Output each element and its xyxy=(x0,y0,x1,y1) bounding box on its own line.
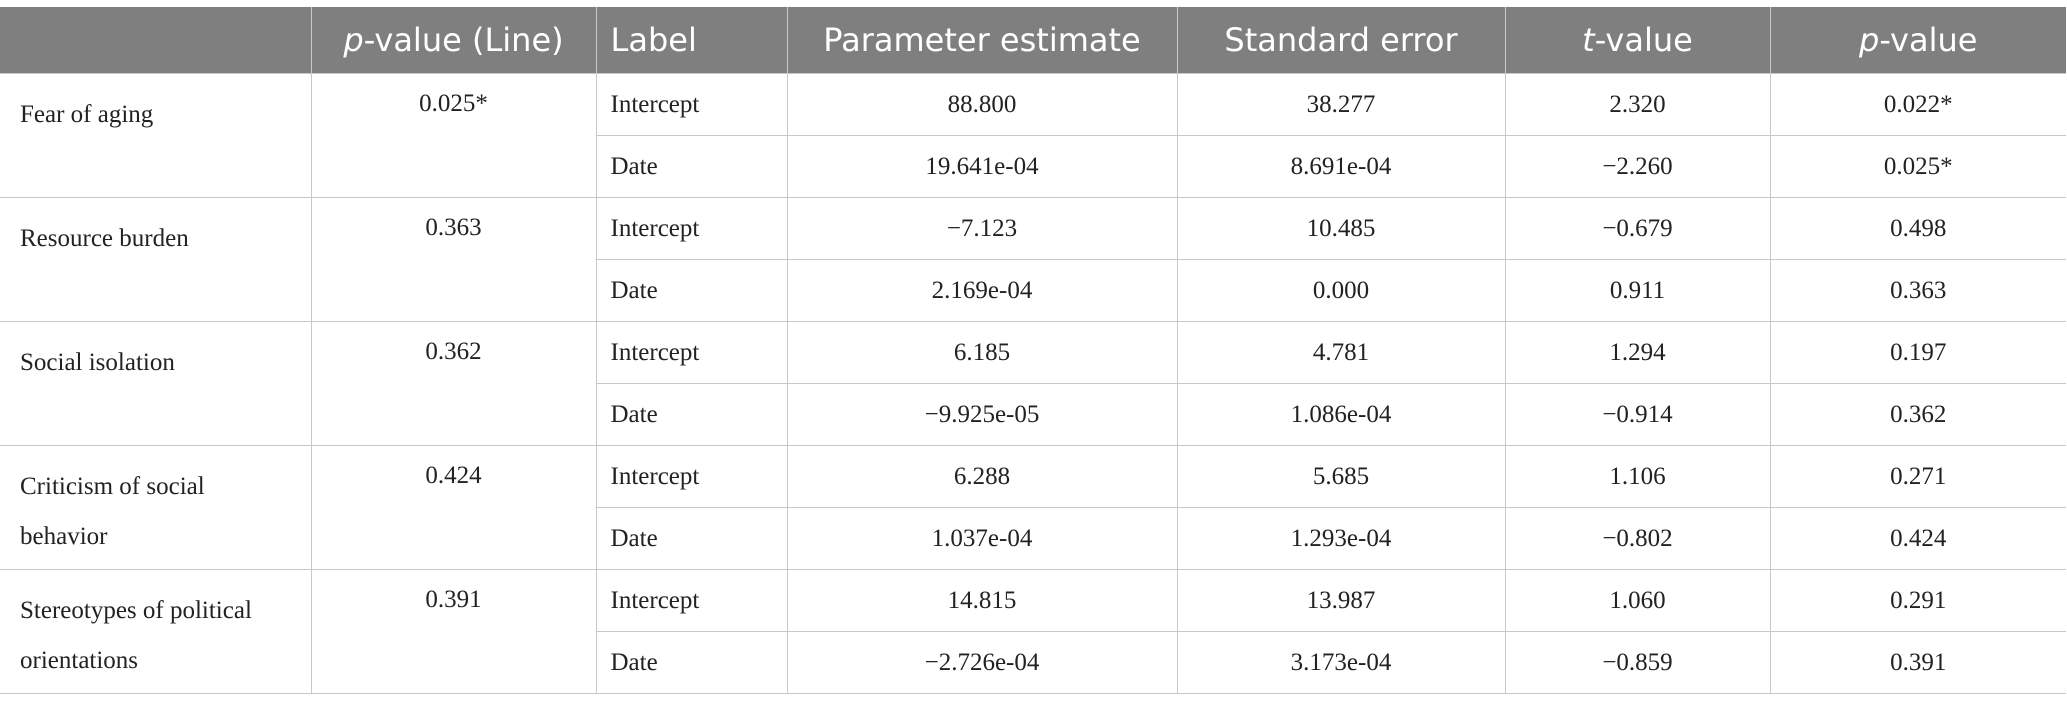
row-label: Intercept xyxy=(595,321,788,384)
cell: −0.802 xyxy=(1504,507,1771,570)
cell: 1.293e-04 xyxy=(1176,507,1506,570)
group-name: Social isolation xyxy=(0,321,312,446)
table-row: Social isolation 0.362 Intercept 6.185 4.781… xyxy=(0,321,2066,446)
row-label: Intercept xyxy=(595,73,788,136)
table-row: Date 19.641e-04 8.691e-04 −2.260 0.025* xyxy=(0,135,2066,198)
header-cell: Standard error xyxy=(1177,7,1506,74)
cell: 14.815 xyxy=(786,569,1178,632)
group-name: Resource burden xyxy=(0,197,312,322)
cell: −0.679 xyxy=(1504,197,1771,260)
header-cell: Label xyxy=(596,7,788,74)
cell: 0.271 xyxy=(1769,445,2066,508)
table-row: Resource burden 0.363 Intercept −7.123 10.48… xyxy=(0,197,2066,322)
cell: −2.726e-04 xyxy=(786,631,1178,694)
cell: 8.691e-04 xyxy=(1176,135,1506,198)
p-value-line: 0.363 xyxy=(310,197,597,322)
row-label: Date xyxy=(596,507,788,570)
header-cell: p-value (Line) xyxy=(311,7,597,74)
header-cell: Parameter estimate xyxy=(787,7,1178,74)
cell: 0.362 xyxy=(1769,383,2066,446)
cell: 0.197 xyxy=(1769,321,2066,384)
cell: 5.685 xyxy=(1176,445,1506,508)
cell: 0.911 xyxy=(1504,259,1771,322)
table-row: Stereotypes of political orientations 0.3… xyxy=(0,569,2066,694)
cell: 6.185 xyxy=(786,321,1178,384)
cell: 0.025* xyxy=(1769,135,2066,198)
cell: 0.391 xyxy=(1769,631,2066,694)
row-label: Date xyxy=(596,631,788,694)
cell: 1.037e-04 xyxy=(786,507,1178,570)
cell: −0.859 xyxy=(1504,631,1771,694)
cell: 0.498 xyxy=(1769,197,2066,260)
group-name: Criticism of social behavior xyxy=(0,445,312,570)
header-cell xyxy=(0,7,312,74)
header-italic: p xyxy=(1859,21,1880,59)
header-text: -value xyxy=(1594,21,1693,59)
row-label: Intercept xyxy=(595,445,788,508)
header-cell: p-value xyxy=(1770,7,2066,74)
p-value-line: 0.424 xyxy=(310,445,597,570)
cell: 2.169e-04 xyxy=(786,259,1178,322)
table-row: Date 2.169e-04 0.000 0.911 0.363 xyxy=(0,259,2066,322)
cell: 1.086e-04 xyxy=(1176,383,1506,446)
cell: 19.641e-04 xyxy=(786,135,1178,198)
cell: 0.291 xyxy=(1769,569,2066,632)
cell: 10.485 xyxy=(1176,197,1506,260)
cell: 38.277 xyxy=(1176,73,1506,136)
cell: 4.781 xyxy=(1176,321,1506,384)
group-name: Fear of aging xyxy=(0,73,312,198)
row-label: Date xyxy=(596,135,788,198)
cell: −9.925e-05 xyxy=(786,383,1178,446)
p-value-line: 0.025* xyxy=(310,73,597,198)
table-row: Criticism of social behavior 0.424 Interce… xyxy=(0,445,2066,570)
cell: 0.000 xyxy=(1176,259,1506,322)
p-value-line: 0.391 xyxy=(310,569,597,694)
row-label: Intercept xyxy=(595,197,788,260)
row-label: Intercept xyxy=(595,569,788,632)
cell: 3.173e-04 xyxy=(1176,631,1506,694)
cell: 2.320 xyxy=(1504,73,1771,136)
table-body: Fear of aging 0.025* Intercept 88.800 38.277… xyxy=(0,73,2066,694)
row-label: Date xyxy=(596,383,788,446)
cell: 88.800 xyxy=(786,73,1178,136)
cell: 0.363 xyxy=(1769,259,2066,322)
table-row: Fear of aging 0.025* Intercept 88.800 38.277… xyxy=(0,73,2066,198)
p-value-line: 0.362 xyxy=(310,321,597,446)
table-row: Date −9.925e-05 1.086e-04 −0.914 0.362 xyxy=(0,383,2066,446)
cell: −0.914 xyxy=(1504,383,1771,446)
cell: −2.260 xyxy=(1504,135,1771,198)
cell: 1.294 xyxy=(1504,321,1771,384)
header-italic: t xyxy=(1582,21,1595,59)
cell: 1.060 xyxy=(1504,569,1771,632)
header-cell: t-value xyxy=(1505,7,1771,74)
cell: 1.106 xyxy=(1504,445,1771,508)
header-text: -value (Line) xyxy=(363,21,564,59)
header-italic: p xyxy=(343,21,364,59)
row-label: Date xyxy=(596,259,788,322)
results-table: p-value (Line) Label Parameter estimate Sta… xyxy=(0,7,2066,694)
table-row: Date −2.726e-04 3.173e-04 −0.859 0.391 xyxy=(0,631,2066,694)
cell: 0.424 xyxy=(1769,507,2066,570)
cell: −7.123 xyxy=(786,197,1178,260)
cell: 0.022* xyxy=(1769,73,2066,136)
cell: 13.987 xyxy=(1176,569,1506,632)
header-text: -value xyxy=(1879,21,1978,59)
cell: 6.288 xyxy=(786,445,1178,508)
group-name: Stereotypes of political orientations xyxy=(0,569,312,694)
header-row: p-value (Line) Label Parameter estimate Sta… xyxy=(0,7,2066,74)
